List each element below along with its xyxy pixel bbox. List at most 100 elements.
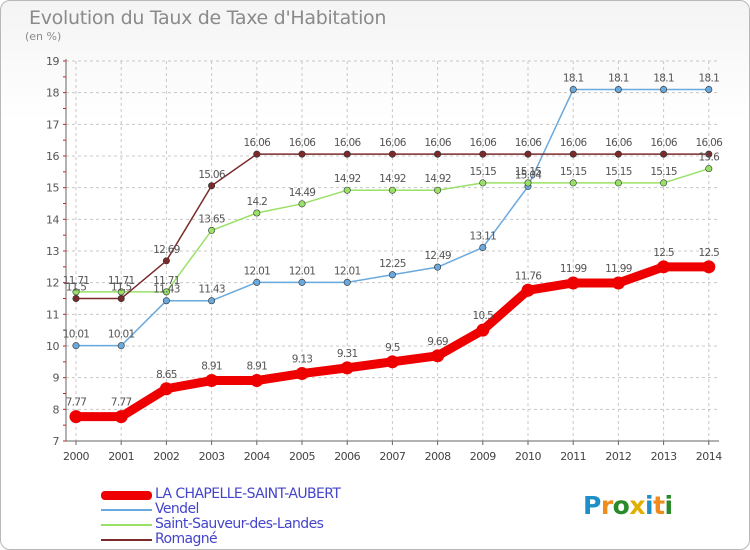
data-point-saint-sauveur-des-landes bbox=[524, 179, 532, 187]
data-point-saint-sauveur-des-landes bbox=[614, 179, 622, 187]
data-point-vendel bbox=[253, 278, 261, 286]
data-point-romagn- bbox=[298, 150, 306, 158]
data-label-saint-sauveur-des-landes: 15.15 bbox=[560, 166, 587, 178]
legend-swatch bbox=[101, 524, 152, 526]
data-point-romagn- bbox=[343, 150, 351, 158]
x-tick-label: 2011 bbox=[560, 450, 586, 463]
data-point-saint-sauveur-des-landes bbox=[253, 209, 261, 217]
data-point-saint-sauveur-des-landes bbox=[298, 200, 306, 208]
data-label-vendel: 18.1 bbox=[653, 73, 674, 85]
x-tick-label: 2007 bbox=[379, 450, 405, 463]
data-point-la-chapelle-saint-aubert bbox=[702, 260, 716, 274]
data-point-romagn- bbox=[524, 150, 532, 158]
y-tick-label: 11 bbox=[46, 308, 59, 321]
data-label-la-chapelle-saint-aubert: 12.5 bbox=[653, 247, 674, 259]
x-tick-label: 2006 bbox=[334, 450, 360, 463]
data-label-la-chapelle-saint-aubert: 9.13 bbox=[292, 354, 313, 366]
data-label-saint-sauveur-des-landes: 15.6 bbox=[699, 152, 721, 164]
data-point-saint-sauveur-des-landes bbox=[479, 179, 487, 187]
data-label-saint-sauveur-des-landes: 14.92 bbox=[334, 173, 361, 185]
data-point-la-chapelle-saint-aubert bbox=[159, 382, 173, 396]
data-label-saint-sauveur-des-landes: 11.71 bbox=[108, 275, 135, 287]
data-point-romagn- bbox=[388, 150, 396, 158]
data-label-vendel: 12.49 bbox=[424, 250, 451, 262]
legend-item-la-chapelle-saint-aubert: LA CHAPELLE-SAINT-AUBERT bbox=[101, 486, 431, 502]
data-label-romagn-: 11.5 bbox=[111, 282, 132, 294]
chart-subtitle: (en %) bbox=[25, 30, 62, 43]
data-point-la-chapelle-saint-aubert bbox=[69, 410, 83, 424]
data-point-romagn- bbox=[614, 150, 622, 158]
y-tick-label: 17 bbox=[46, 118, 59, 131]
legend-label: Vendel bbox=[155, 501, 199, 517]
data-point-saint-sauveur-des-landes bbox=[434, 186, 442, 194]
data-label-la-chapelle-saint-aubert: 8.91 bbox=[247, 361, 268, 373]
data-label-vendel: 10.01 bbox=[63, 329, 90, 341]
y-tick-label: 18 bbox=[46, 87, 59, 100]
data-label-romagn-: 16.06 bbox=[244, 137, 272, 149]
data-label-saint-sauveur-des-landes: 11.71 bbox=[153, 275, 180, 287]
data-label-romagn-: 16.06 bbox=[515, 137, 543, 149]
data-label-la-chapelle-saint-aubert: 7.77 bbox=[111, 397, 132, 409]
data-point-vendel bbox=[298, 278, 306, 286]
y-tick-label: 14 bbox=[46, 213, 59, 226]
data-label-romagn-: 16.06 bbox=[470, 137, 498, 149]
data-point-saint-sauveur-des-landes bbox=[705, 165, 713, 173]
data-label-la-chapelle-saint-aubert: 11.76 bbox=[515, 270, 543, 282]
data-label-vendel: 18.1 bbox=[699, 73, 720, 85]
data-point-romagn- bbox=[479, 150, 487, 158]
data-point-vendel bbox=[614, 86, 622, 94]
data-label-romagn-: 16.06 bbox=[424, 137, 452, 149]
data-label-romagn-: 16.06 bbox=[289, 137, 317, 149]
data-point-la-chapelle-saint-aubert bbox=[431, 349, 445, 363]
data-point-vendel bbox=[479, 244, 487, 252]
data-label-la-chapelle-saint-aubert: 7.77 bbox=[66, 397, 87, 409]
x-tick-label: 2004 bbox=[244, 450, 270, 463]
data-point-saint-sauveur-des-landes bbox=[343, 186, 351, 194]
data-label-la-chapelle-saint-aubert: 9.31 bbox=[337, 348, 358, 360]
data-label-la-chapelle-saint-aubert: 12.5 bbox=[699, 247, 720, 259]
x-tick-label: 2003 bbox=[199, 450, 225, 463]
y-tick-label: 8 bbox=[53, 403, 60, 416]
y-tick-label: 16 bbox=[46, 150, 59, 163]
data-point-romagn- bbox=[253, 150, 261, 158]
data-point-romagn- bbox=[660, 150, 668, 158]
data-label-saint-sauveur-des-landes: 15.15 bbox=[650, 166, 677, 178]
data-label-vendel: 12.01 bbox=[289, 265, 316, 277]
data-point-vendel bbox=[208, 297, 216, 305]
data-label-saint-sauveur-des-landes: 14.49 bbox=[289, 187, 316, 199]
x-tick-label: 2013 bbox=[651, 450, 677, 463]
data-label-la-chapelle-saint-aubert: 9.5 bbox=[385, 342, 400, 354]
data-point-romagn- bbox=[72, 294, 80, 302]
x-tick-label: 2009 bbox=[470, 450, 496, 463]
x-tick-label: 2000 bbox=[63, 450, 89, 463]
data-point-saint-sauveur-des-landes bbox=[660, 179, 668, 187]
data-label-romagn-: 16.06 bbox=[379, 137, 407, 149]
y-tick-label: 15 bbox=[46, 182, 59, 195]
x-tick-label: 2008 bbox=[425, 450, 451, 463]
data-point-saint-sauveur-des-landes bbox=[569, 179, 577, 187]
data-point-vendel bbox=[569, 86, 577, 94]
data-label-vendel: 11.43 bbox=[198, 284, 225, 296]
y-tick-label: 13 bbox=[46, 245, 59, 258]
legend-swatch bbox=[101, 509, 152, 511]
data-point-la-chapelle-saint-aubert bbox=[114, 410, 128, 424]
legend-item-saint-sauveur-des-landes: Saint-Sauveur-des-Landes bbox=[101, 516, 431, 532]
data-point-la-chapelle-saint-aubert bbox=[476, 323, 490, 337]
data-point-la-chapelle-saint-aubert bbox=[566, 276, 580, 290]
data-point-saint-sauveur-des-landes bbox=[388, 186, 396, 194]
data-label-romagn-: 16.06 bbox=[334, 137, 362, 149]
chart-title: Evolution du Taux de Taxe d'Habitation bbox=[29, 7, 387, 29]
data-point-vendel bbox=[162, 297, 170, 305]
data-label-vendel: 12.01 bbox=[334, 265, 361, 277]
data-label-la-chapelle-saint-aubert: 8.65 bbox=[156, 369, 177, 381]
data-point-vendel bbox=[117, 342, 125, 350]
data-label-la-chapelle-saint-aubert: 9.69 bbox=[427, 336, 448, 348]
data-point-vendel bbox=[72, 342, 80, 350]
y-tick-label: 9 bbox=[53, 372, 60, 385]
y-tick-label: 12 bbox=[46, 277, 59, 290]
data-point-la-chapelle-saint-aubert bbox=[295, 367, 309, 381]
data-point-vendel bbox=[343, 278, 351, 286]
data-label-saint-sauveur-des-landes: 15.15 bbox=[470, 166, 497, 178]
